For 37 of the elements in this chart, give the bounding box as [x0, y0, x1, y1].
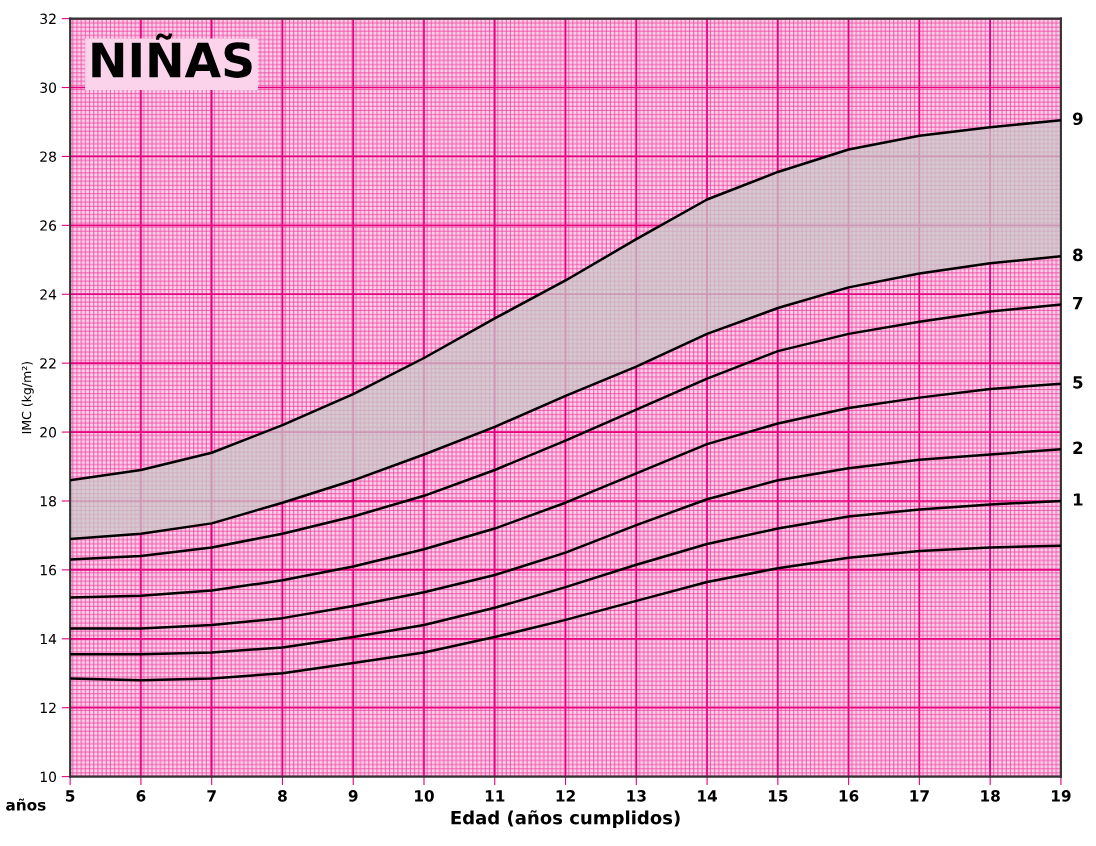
x-tick-label: 10 — [415, 790, 434, 802]
series-label: 1 — [1073, 493, 1083, 506]
y-tick-label: 28 — [40, 151, 56, 162]
y-tick-label: 18 — [40, 495, 56, 507]
x-tick-label: 9 — [348, 790, 358, 802]
series-label: 7 — [1073, 297, 1083, 310]
y-tick-label: 24 — [40, 289, 57, 300]
y-tick-label: 20 — [40, 427, 57, 438]
series-label: 9 — [1072, 112, 1083, 126]
y-tick-label: 30 — [40, 82, 57, 93]
y-axis-title: IMC (kg/m²) — [21, 361, 34, 434]
y-tick-label: 10 — [40, 771, 57, 783]
y-tick-label: 26 — [40, 220, 57, 231]
x-tick-label: 11 — [485, 790, 505, 802]
x-tick-label: 8 — [278, 790, 287, 802]
y-tick-label: 14 — [40, 633, 57, 645]
y-tick-label: 16 — [40, 564, 57, 576]
series-label: 8 — [1073, 248, 1083, 262]
x-tick-label: 5 — [66, 790, 75, 802]
x-tick-label: 12 — [556, 790, 575, 802]
x-tick-label: 15 — [768, 790, 788, 802]
y-tick-label: 32 — [40, 13, 56, 25]
x-tick-label: 17 — [910, 790, 929, 802]
x-tick-label: 14 — [698, 790, 718, 802]
series-label: 2 — [1073, 441, 1083, 454]
x-axis-title: Edad (años cumplidos) — [451, 810, 680, 828]
text: años — [6, 798, 46, 811]
x-tick-label: 6 — [136, 790, 146, 802]
x-tick-label: 18 — [981, 790, 1000, 802]
y-tick-label: 22 — [40, 358, 56, 369]
x-tick-label: 7 — [207, 790, 216, 802]
x-tick-label: 16 — [839, 790, 859, 802]
x-tick-label: 13 — [627, 790, 646, 802]
chart-title: NIÑAS — [92, 33, 252, 78]
y-tick-label: 12 — [40, 702, 56, 713]
series-label: 5 — [1073, 376, 1083, 389]
x-tick-label: 19 — [1052, 790, 1071, 802]
